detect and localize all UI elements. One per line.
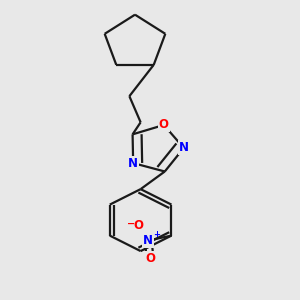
Text: N: N [179, 141, 189, 154]
Text: −: − [127, 219, 135, 229]
Text: O: O [159, 118, 169, 131]
Text: N: N [143, 234, 153, 247]
Text: +: + [153, 230, 160, 239]
Text: O: O [145, 252, 155, 265]
Text: N: N [128, 157, 138, 169]
Text: O: O [134, 219, 144, 232]
